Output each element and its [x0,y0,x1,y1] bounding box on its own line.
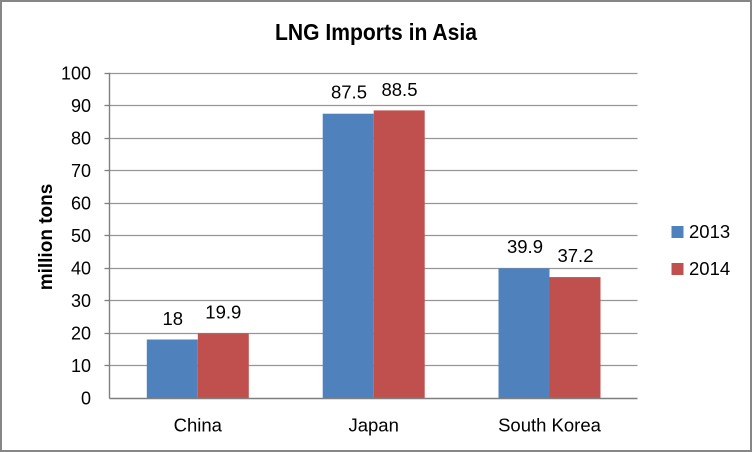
svg-text:88.5: 88.5 [381,79,417,100]
svg-text:30: 30 [71,291,91,311]
svg-text:87.5: 87.5 [331,81,367,102]
svg-text:19.9: 19.9 [205,302,241,323]
svg-text:million tons: million tons [36,184,57,291]
svg-text:100: 100 [61,63,91,83]
svg-text:18: 18 [163,308,184,329]
svg-text:10: 10 [71,356,91,376]
svg-text:China: China [174,415,223,436]
svg-text:40: 40 [71,258,91,278]
svg-text:70: 70 [71,161,91,181]
svg-text:0: 0 [81,388,91,408]
svg-text:2014: 2014 [689,258,730,279]
svg-text:50: 50 [71,226,91,246]
svg-text:37.2: 37.2 [557,245,593,266]
svg-text:Japan: Japan [348,415,398,436]
svg-text:LNG Imports in Asia: LNG Imports in Asia [275,19,477,45]
svg-text:2013: 2013 [689,221,730,242]
svg-text:South Korea: South Korea [498,415,602,436]
svg-text:60: 60 [71,193,91,213]
svg-text:39.9: 39.9 [507,236,543,257]
svg-text:20: 20 [71,323,91,343]
svg-text:80: 80 [71,128,91,148]
svg-text:90: 90 [71,96,91,116]
